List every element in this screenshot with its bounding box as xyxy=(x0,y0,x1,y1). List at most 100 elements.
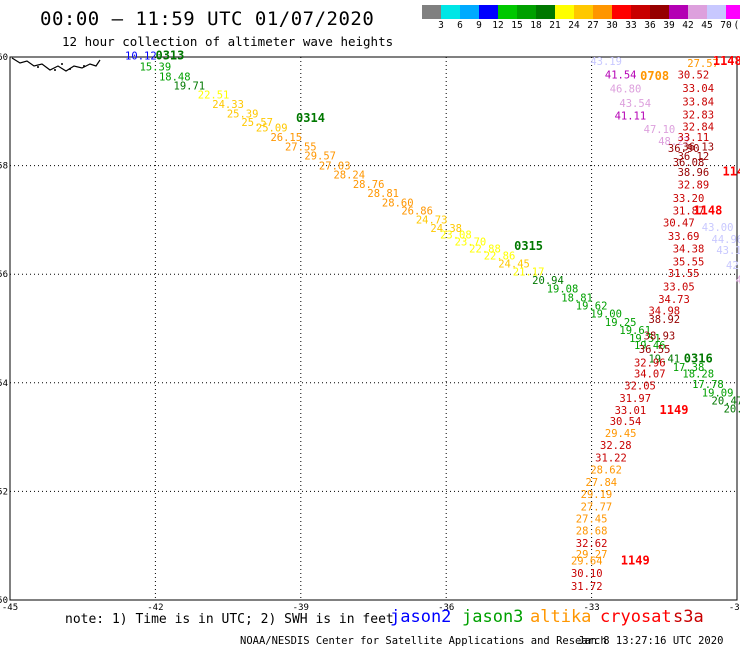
satellite-label-s3a: s3a xyxy=(673,607,704,627)
legend-label: 15 xyxy=(511,20,523,31)
wave-height-value: 19.62 xyxy=(576,300,608,312)
legend-swatch xyxy=(498,5,517,19)
wave-height-value: 44.96 xyxy=(712,234,740,246)
island xyxy=(69,68,71,70)
wave-height-value: 22.86 xyxy=(484,251,516,263)
wave-height-value: 42.37 xyxy=(726,260,740,272)
legend-swatch xyxy=(593,5,612,19)
wave-height-value: 17.78 xyxy=(692,379,724,391)
wave-height-value: 36.13 xyxy=(682,141,714,153)
legend-label: 42 xyxy=(682,20,694,31)
wave-height-value: 20.47 xyxy=(712,396,740,408)
satellite-label-cryosat: cryosat xyxy=(600,607,672,627)
wave-height-value: 19.61 xyxy=(619,325,651,337)
wave-height-value: 19.25 xyxy=(605,317,637,329)
lon-tick-label: -39 xyxy=(293,603,309,613)
wave-height-value: 18.81 xyxy=(561,292,593,304)
island xyxy=(54,69,56,71)
wave-height-value: 19.51 xyxy=(629,333,661,345)
wave-height-value: 38.96 xyxy=(678,167,710,179)
wave-height-value: 31.22 xyxy=(595,453,627,465)
wave-height-value: 22.88 xyxy=(469,243,501,255)
wave-height-value: 23.70 xyxy=(455,236,487,248)
wave-height-value: 19.09 xyxy=(702,387,734,399)
wave-height-value: 22.51 xyxy=(198,89,230,101)
wave-height-value: 34.07 xyxy=(634,368,666,380)
legend-label: 12 xyxy=(492,20,504,31)
legend-swatch xyxy=(612,5,631,19)
wave-height-value: 26.86 xyxy=(401,205,433,217)
legend-swatch xyxy=(517,5,536,19)
pass-time-label: 1148 xyxy=(693,203,722,217)
wave-height-value: 27.55 xyxy=(285,141,317,153)
wave-height-value: 34.38 xyxy=(673,243,705,255)
legend-label: 36 xyxy=(644,20,656,31)
island xyxy=(61,63,63,65)
wave-height-value: 28.68 xyxy=(576,525,608,537)
wave-height-value: 24.33 xyxy=(212,99,244,111)
wave-height-value: 28.24 xyxy=(333,170,365,182)
pass-time-label: 0315 xyxy=(514,239,543,253)
satellite-label-jason2: jason2 xyxy=(390,607,452,627)
wave-height-value: 19.08 xyxy=(547,284,579,296)
generation-timestamp: Jan 8 13:27:16 UTC 2020 xyxy=(578,635,724,647)
pass-time-label: 1149 xyxy=(621,554,650,568)
legend-swatch xyxy=(726,5,740,19)
wave-height-value: 19.00 xyxy=(590,309,622,321)
wave-height-value: 33.84 xyxy=(682,96,714,108)
wave-height-value: 27.77 xyxy=(581,501,613,513)
wave-height-value: 48.88 xyxy=(736,274,740,286)
wave-height-value: 24.73 xyxy=(416,215,448,227)
wave-height-value: 34.98 xyxy=(648,305,680,317)
footer-note: note: 1) Time is in UTC; 2) SWH is in fe… xyxy=(65,612,394,627)
wave-height-value: 32.96 xyxy=(634,358,666,370)
wave-height-value: 32.83 xyxy=(682,109,714,121)
wave-height-value: 29.64 xyxy=(571,556,603,568)
legend-label: 18 xyxy=(530,20,542,31)
lat-tick-label: 58 xyxy=(0,162,8,172)
wave-height-value: 43.00 xyxy=(702,222,734,234)
lat-tick-label: 60 xyxy=(0,53,8,63)
page-subtitle: 12 hour collection of altimeter wave hei… xyxy=(62,34,394,49)
wave-height-value: 33.20 xyxy=(673,193,705,205)
color-legend xyxy=(422,5,740,19)
lon-tick-label: -30 xyxy=(729,603,740,613)
wave-height-value: 31.72 xyxy=(571,581,603,593)
wave-height-value: 34.73 xyxy=(658,294,690,306)
satellite-label-jason3: jason3 xyxy=(462,607,524,627)
lat-tick-label: 52 xyxy=(0,487,8,497)
legend-label: 9 xyxy=(476,20,482,31)
wave-height-value: 32.28 xyxy=(600,440,632,452)
legend-swatch xyxy=(422,5,441,19)
wave-height-value: 28.60 xyxy=(382,197,414,209)
legend-label: 39 xyxy=(663,20,675,31)
wave-height-value: 26.15 xyxy=(270,132,302,144)
wave-height-value: 30.10 xyxy=(571,568,603,580)
legend-label: 6 xyxy=(457,20,463,31)
legend-swatch xyxy=(707,5,726,19)
wave-height-value: 32.89 xyxy=(678,179,710,191)
wave-height-value: 25.39 xyxy=(227,108,259,120)
lon-tick-label: -33 xyxy=(583,603,599,613)
wave-height-value: 19.46 xyxy=(634,340,666,352)
legend-label: 3 xyxy=(438,20,444,31)
wave-height-value: 27.57 xyxy=(687,58,719,70)
wave-height-value: 29.57 xyxy=(304,151,336,163)
legend-label: 27 xyxy=(587,20,599,31)
wave-height-value: 47.10 xyxy=(644,124,676,136)
lon-tick-label: -42 xyxy=(147,603,163,613)
wave-height-value: 33.11 xyxy=(678,132,710,144)
wave-height-value: 27.45 xyxy=(576,513,608,525)
wave-height-value: 27.84 xyxy=(585,477,617,489)
island xyxy=(37,66,39,68)
wave-height-value: 46.80 xyxy=(610,83,642,95)
wave-height-value: 48.27 xyxy=(658,136,690,148)
wave-height-value: 21.17 xyxy=(513,266,545,278)
wave-height-value: 43.11 xyxy=(716,245,740,257)
legend-swatch xyxy=(650,5,669,19)
legend-label: 33 xyxy=(625,20,637,31)
wave-height-value: 30.52 xyxy=(678,70,710,82)
wave-height-value: 36.12 xyxy=(678,151,710,163)
